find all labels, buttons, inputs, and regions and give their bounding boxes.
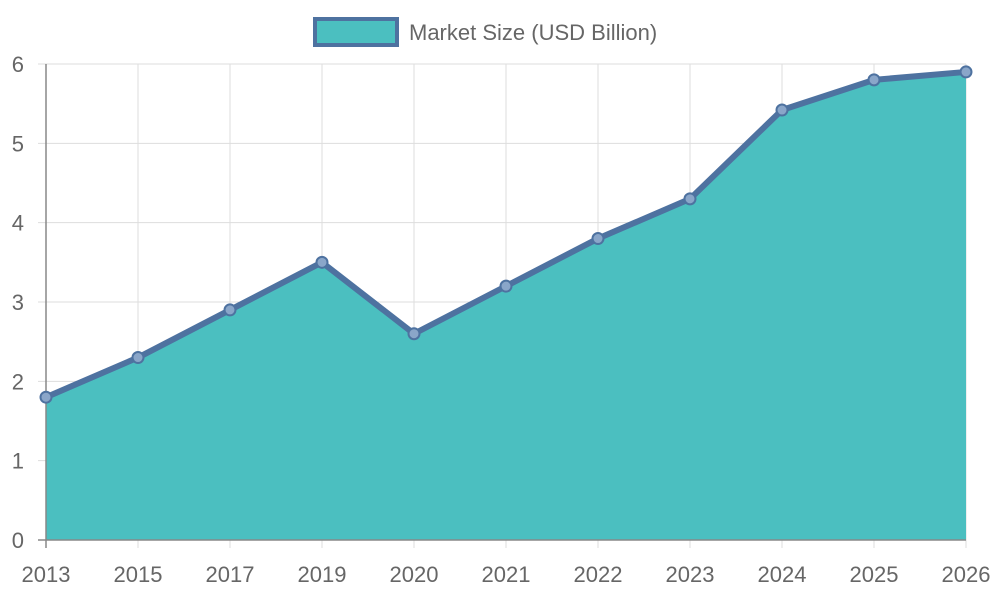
legend-swatch[interactable] bbox=[313, 17, 399, 47]
x-tick-label: 2023 bbox=[666, 562, 715, 587]
x-tick-label: 2021 bbox=[482, 562, 531, 587]
x-tick-label: 2024 bbox=[758, 562, 807, 587]
data-point[interactable] bbox=[223, 303, 237, 317]
y-tick-label: 3 bbox=[12, 290, 24, 315]
data-points bbox=[39, 65, 973, 404]
data-point[interactable] bbox=[867, 73, 881, 87]
y-tick-label: 0 bbox=[12, 528, 24, 553]
y-axis-ticks: 0 1 2 3 4 5 6 bbox=[12, 52, 24, 553]
y-tick-label: 1 bbox=[12, 449, 24, 474]
data-point[interactable] bbox=[775, 103, 789, 117]
data-point[interactable] bbox=[39, 390, 53, 404]
data-point[interactable] bbox=[683, 192, 697, 206]
data-point[interactable] bbox=[315, 255, 329, 269]
x-axis-ticks: 2013 2015 2017 2019 2020 2021 2022 2023 2024 2025… bbox=[22, 562, 991, 587]
x-tick-label: 2013 bbox=[22, 562, 71, 587]
y-tick-label: 5 bbox=[12, 131, 24, 156]
x-tick-label: 2020 bbox=[390, 562, 439, 587]
data-point[interactable] bbox=[959, 65, 973, 79]
y-tick-label: 2 bbox=[12, 369, 24, 394]
x-tick-label: 2022 bbox=[574, 562, 623, 587]
axes bbox=[38, 64, 966, 548]
x-tick-label: 2019 bbox=[298, 562, 347, 587]
x-tick-label: 2015 bbox=[114, 562, 163, 587]
data-point[interactable] bbox=[591, 232, 605, 246]
area-fill bbox=[46, 71, 966, 540]
y-tick-label: 4 bbox=[12, 211, 24, 236]
x-tick-label: 2025 bbox=[850, 562, 899, 587]
legend[interactable]: Market Size (USD Billion) bbox=[313, 17, 657, 47]
x-tick-label: 2017 bbox=[206, 562, 255, 587]
x-tick-label: 2026 bbox=[942, 562, 991, 587]
data-point[interactable] bbox=[407, 327, 421, 341]
y-tick-label: 6 bbox=[12, 52, 24, 77]
data-point[interactable] bbox=[131, 351, 145, 365]
legend-label[interactable]: Market Size (USD Billion) bbox=[409, 20, 657, 45]
data-point[interactable] bbox=[499, 279, 513, 293]
